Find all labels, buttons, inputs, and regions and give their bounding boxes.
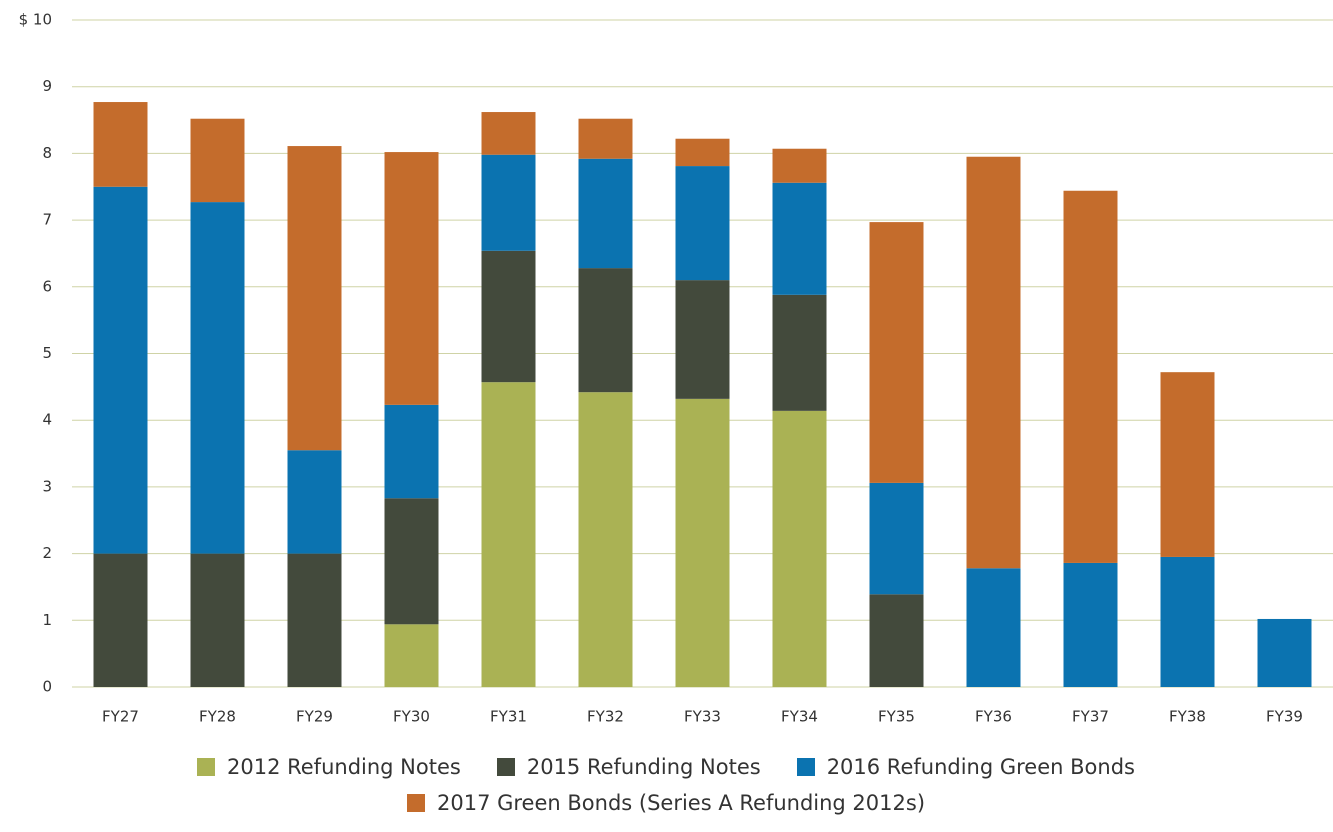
bar-segment xyxy=(772,410,827,687)
legend-label: 2017 Green Bonds (Series A Refunding 201… xyxy=(436,791,926,815)
legend-label: 2016 Refunding Green Bonds xyxy=(826,755,1135,779)
bar-segment xyxy=(190,202,245,554)
x-tick-label: FY28 xyxy=(199,708,236,726)
bar-segment xyxy=(578,268,633,393)
bar-segment xyxy=(578,158,633,269)
y-tick-label: 6 xyxy=(42,277,52,295)
bar-segment xyxy=(287,450,342,554)
bar-segment xyxy=(1160,372,1215,557)
bar-segment xyxy=(966,156,1021,569)
bar-segment xyxy=(675,280,730,399)
bar-segment xyxy=(1257,618,1312,687)
legend: 2012 Refunding Notes 2015 Refunding Notes… xyxy=(186,755,1146,815)
bar-segment xyxy=(1160,556,1215,687)
bar-segment xyxy=(966,568,1021,687)
y-tick-label: 1 xyxy=(42,611,52,629)
bar-segment xyxy=(1063,190,1118,563)
y-tick-label: 2 xyxy=(42,544,52,562)
x-tick-label: FY33 xyxy=(684,708,721,726)
y-tick-label: 7 xyxy=(42,211,52,229)
legend-item: 2015 Refunding Notes xyxy=(496,755,761,779)
x-tick-label: FY31 xyxy=(490,708,527,726)
bar-segment xyxy=(1063,562,1118,687)
x-tick-label: FY37 xyxy=(1072,708,1109,726)
bar-segment xyxy=(287,146,342,451)
bar-segment xyxy=(481,112,536,155)
x-tick-label: FY34 xyxy=(781,708,818,726)
legend-item: 2017 Green Bonds (Series A Refunding 201… xyxy=(406,791,926,815)
bar-segment xyxy=(481,382,536,687)
x-tick-label: FY36 xyxy=(975,708,1012,726)
bar-segment xyxy=(675,166,730,281)
y-tick-label: 4 xyxy=(42,411,52,429)
bar-segment xyxy=(578,118,633,159)
y-tick-label: $ 10 xyxy=(19,11,52,29)
legend-item: 2016 Refunding Green Bonds xyxy=(796,755,1135,779)
bar-segment xyxy=(675,138,730,167)
x-tick-label: FY29 xyxy=(296,708,333,726)
y-tick-label: 5 xyxy=(42,344,52,362)
legend-label: 2015 Refunding Notes xyxy=(526,755,761,779)
bar-segment xyxy=(869,594,924,687)
legend-swatch xyxy=(406,794,425,812)
bar-segment xyxy=(481,154,536,251)
legend-label: 2012 Refunding Notes xyxy=(227,755,461,779)
bar-segment xyxy=(384,152,439,405)
bar-segment xyxy=(481,250,536,383)
x-tick-label: FY35 xyxy=(878,708,915,726)
bar-segment xyxy=(93,186,148,554)
y-tick-label: 3 xyxy=(42,477,52,495)
bar-segment xyxy=(287,553,342,687)
x-tick-label: FY39 xyxy=(1266,708,1303,726)
legend-item: 2012 Refunding Notes xyxy=(197,755,461,779)
bar-segment xyxy=(384,404,439,499)
x-tick-label: FY27 xyxy=(102,708,139,726)
bar-segment xyxy=(578,392,633,687)
legend-swatch xyxy=(197,758,215,776)
chart: 0 1 2 3 4 5 6 7 8 9 $ 10 FY27 FY28 FY29 FY30 FY31 FY32 FY… xyxy=(19,11,1333,726)
x-tick-label: FY30 xyxy=(393,708,430,726)
y-tick-label: 0 xyxy=(42,678,52,696)
y-tick-label: 8 xyxy=(42,144,52,162)
legend-swatch xyxy=(796,758,815,776)
bar-segment xyxy=(772,294,827,411)
bar-segment xyxy=(869,482,924,595)
bar-segment xyxy=(190,118,245,203)
x-tick-label: FY38 xyxy=(1169,708,1206,726)
bar-segment xyxy=(93,553,148,687)
bar-segment xyxy=(190,553,245,687)
x-tick-label: FY32 xyxy=(587,708,624,726)
legend-swatch xyxy=(496,758,515,776)
bar-segment xyxy=(384,624,439,687)
y-tick-label: 9 xyxy=(42,77,52,95)
bar-segment xyxy=(93,102,148,187)
bar-segment xyxy=(675,398,730,687)
bar-segment xyxy=(772,182,827,295)
bar-segment xyxy=(772,148,827,183)
bar-segment xyxy=(384,498,439,625)
bar-segment xyxy=(869,222,924,483)
